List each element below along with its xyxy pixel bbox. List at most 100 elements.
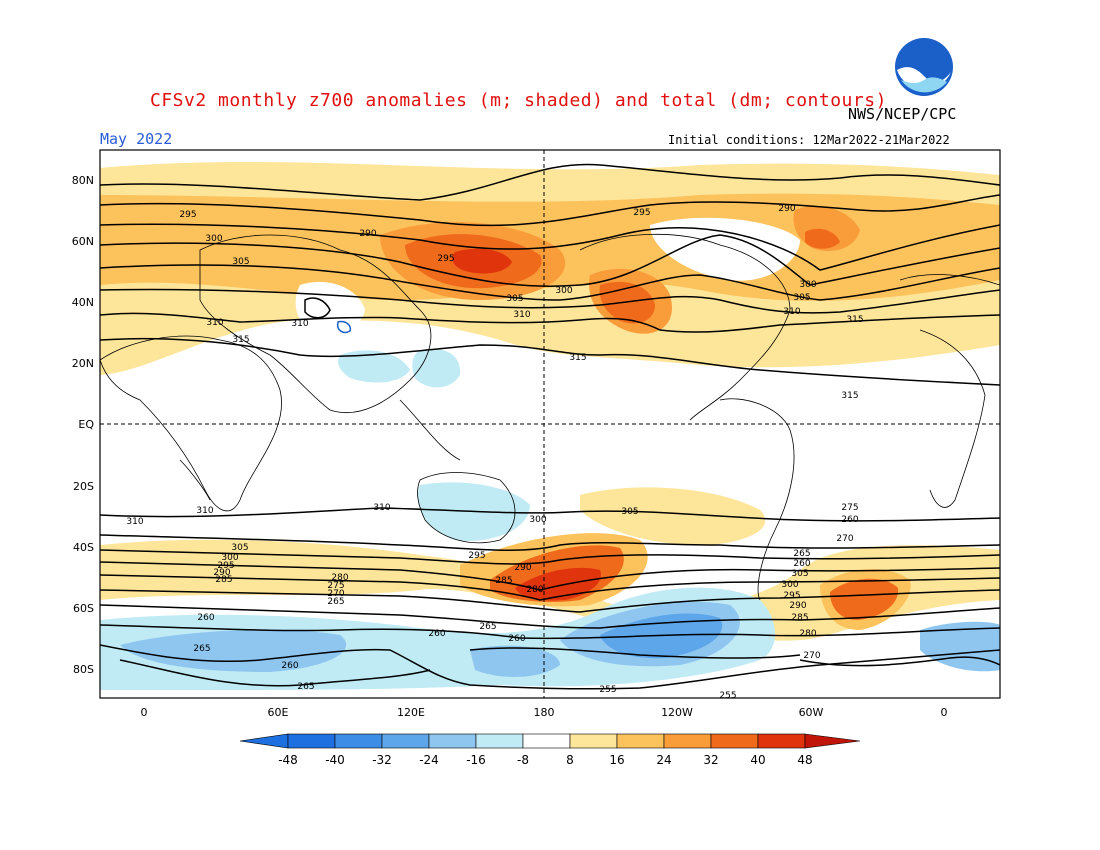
contour-label: 265 xyxy=(297,682,314,692)
colorbar-label: -48 xyxy=(278,753,298,767)
lat-labels: 80N 60N 40N 20N EQ 20S 40S 60S 80S xyxy=(72,174,95,676)
colorbar-label: 24 xyxy=(656,753,671,767)
colorbar-swatch xyxy=(475,733,524,749)
contour-label: 315 xyxy=(569,353,586,363)
colorbar-swatch xyxy=(381,733,430,749)
contour-label: 305 xyxy=(231,543,248,553)
contour-label: 300 xyxy=(781,580,798,590)
contour-label: 290 xyxy=(359,229,376,239)
colorbar-swatch xyxy=(663,733,712,749)
colorbar: -48 -40 -32 -24 -16 -8 8 16 24 32 40 48 xyxy=(239,733,861,767)
contour-label: 285 xyxy=(215,575,232,585)
contour-label: 260 xyxy=(428,629,445,639)
colorbar-swatch xyxy=(710,733,759,749)
colorbar-label: -40 xyxy=(325,753,345,767)
contour-label: 310 xyxy=(513,310,530,320)
contour-label: 310 xyxy=(291,319,308,329)
contour-label: 310 xyxy=(206,318,223,328)
lon-label: 60W xyxy=(799,706,824,719)
colorbar-label: 8 xyxy=(566,753,574,767)
lat-label: 20N xyxy=(72,357,94,370)
contour-label: 260 xyxy=(197,613,214,623)
contour-label: 305 xyxy=(791,569,808,579)
contour-label: 275 xyxy=(327,581,344,591)
lat-label: 60N xyxy=(72,235,94,248)
contour-label: 270 xyxy=(836,534,853,544)
lat-label: 40S xyxy=(73,541,94,554)
contour-label: 310 xyxy=(783,307,800,317)
contour-label: 315 xyxy=(846,315,863,325)
contour-label: 265 xyxy=(327,597,344,607)
colorbar-label: 32 xyxy=(703,753,718,767)
colorbar-label: -32 xyxy=(372,753,392,767)
contour-label: 310 xyxy=(196,506,213,516)
lat-label: 40N xyxy=(72,296,94,309)
month-label: May 2022 xyxy=(100,130,173,148)
contour-label: 305 xyxy=(506,294,523,304)
contour-label: 295 xyxy=(179,210,196,220)
contour-label: 295 xyxy=(217,561,234,571)
contour-label: 310 xyxy=(373,503,390,513)
colorbar-swatch xyxy=(569,733,618,749)
contour-label: 300 xyxy=(221,553,238,563)
colorbar-swatch xyxy=(616,733,665,749)
colorbar-label: 40 xyxy=(750,753,765,767)
coastlines xyxy=(100,233,1000,601)
lat-label: 80N xyxy=(72,174,94,187)
contour-label: 295 xyxy=(468,551,485,561)
lon-label: 0 xyxy=(141,706,148,719)
lon-labels: 0 60E 120E 180 120W 60W 0 xyxy=(141,706,948,719)
colorbar-arrow-right xyxy=(804,733,861,749)
contour-label: 295 xyxy=(633,208,650,218)
contour-label: 255 xyxy=(719,691,736,701)
contour-label: 255 xyxy=(599,685,616,695)
colorbar-label: 16 xyxy=(609,753,624,767)
colorbar-label: -16 xyxy=(466,753,486,767)
contour-label: 260 xyxy=(793,559,810,569)
contour-label: 295 xyxy=(437,254,454,264)
colorbar-label: -24 xyxy=(419,753,439,767)
contour-label: 290 xyxy=(514,563,531,573)
map-title: CFSv2 monthly z700 anomalies (m; shaded)… xyxy=(150,90,887,111)
height-contours xyxy=(100,163,1000,690)
lat-label: EQ xyxy=(78,418,94,431)
lat-label: 60S xyxy=(73,602,94,615)
contour-label: 315 xyxy=(232,335,249,345)
contour-label: 270 xyxy=(327,589,344,599)
colorbar-swatch xyxy=(522,733,571,749)
colorbar-arrow-left xyxy=(239,733,289,749)
lat-label: 20S xyxy=(73,480,94,493)
contour-label: 270 xyxy=(803,651,820,661)
contour-label: 265 xyxy=(479,622,496,632)
contour-label: 280 xyxy=(799,629,816,639)
contour-label: 275 xyxy=(841,503,858,513)
colorbar-label: -8 xyxy=(517,753,529,767)
credit-label: NWS/NCEP/CPC xyxy=(848,105,957,123)
contour-label: 295 xyxy=(783,591,800,601)
contour-label: 300 xyxy=(205,234,222,244)
contour-labels: 295 300 305 310 315 290 295 300 305 310 … xyxy=(126,204,863,701)
contour-label: 260 xyxy=(841,515,858,525)
contour-label: 290 xyxy=(778,204,795,214)
contour-label: 280 xyxy=(331,573,348,583)
contour-label: 280 xyxy=(526,585,543,595)
contour-label: 300 xyxy=(799,280,816,290)
colorbar-label: 48 xyxy=(797,753,812,767)
contour-label: 305 xyxy=(232,257,249,267)
contour-label: 305 xyxy=(793,293,810,303)
contour-label: 285 xyxy=(495,576,512,586)
contour-label: 290 xyxy=(213,568,230,578)
contour-label: 260 xyxy=(508,634,525,644)
noaa-logo xyxy=(895,38,953,96)
lat-label: 80S xyxy=(73,663,94,676)
contour-label: 285 xyxy=(791,613,808,623)
map-frame xyxy=(99,149,1001,699)
colorbar-swatch xyxy=(428,733,477,749)
contour-label: 290 xyxy=(789,601,806,611)
lon-label: 60E xyxy=(268,706,289,719)
initial-conditions-label: Initial conditions: 12Mar2022-21Mar2022 xyxy=(668,133,950,147)
contour-label: 315 xyxy=(841,391,858,401)
contour-label: 305 xyxy=(621,507,638,517)
lon-label: 0 xyxy=(941,706,948,719)
